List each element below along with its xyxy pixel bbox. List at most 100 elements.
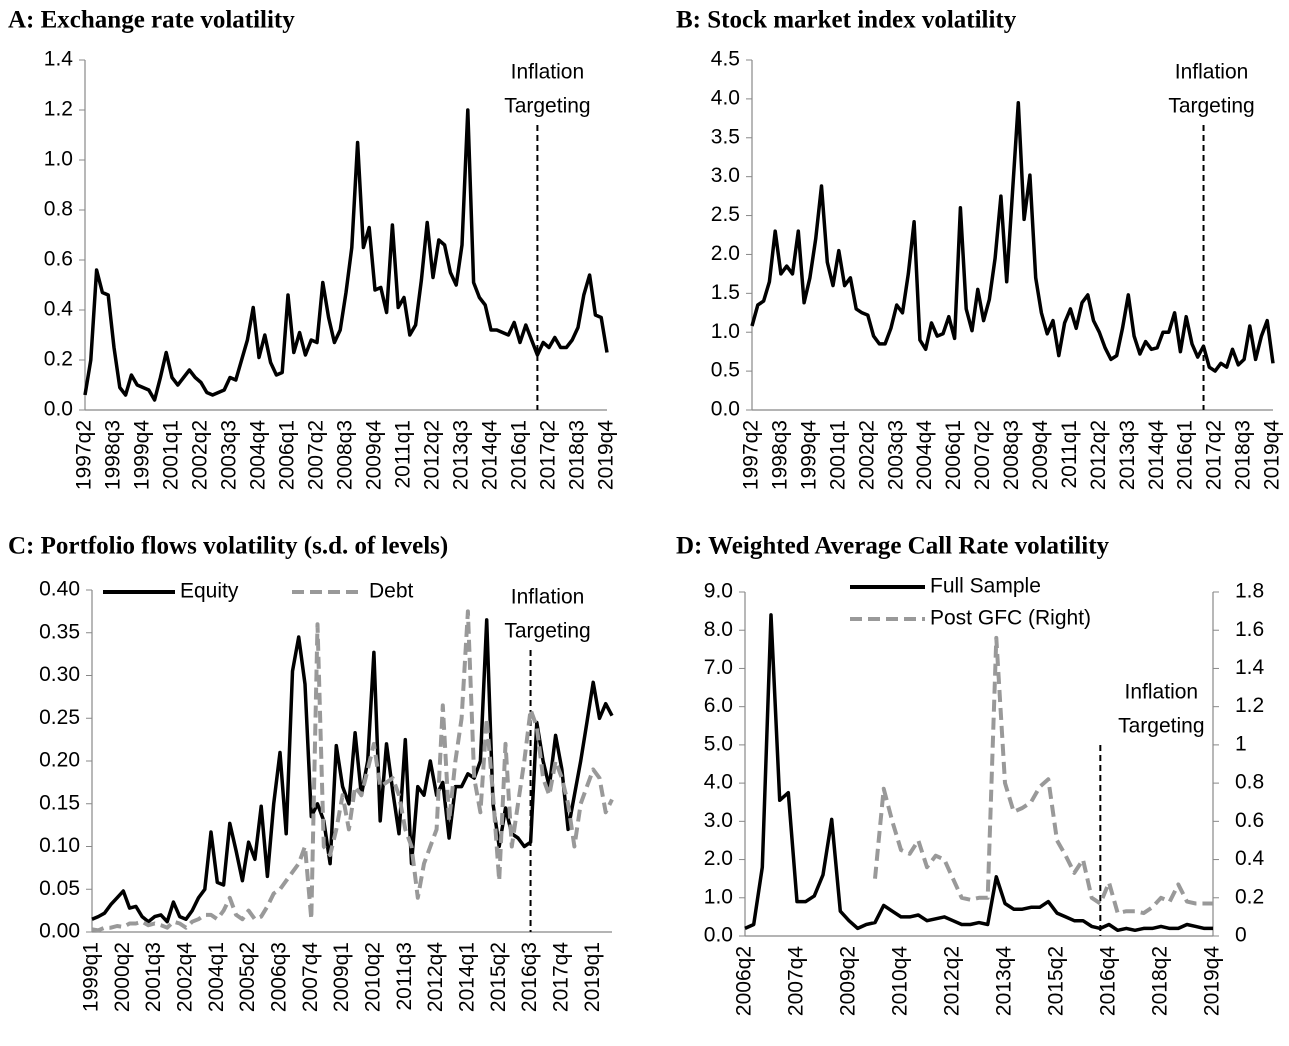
x-tick-label: 2012q2 <box>1087 420 1110 490</box>
x-tick-label: 2007q4 <box>299 942 322 1012</box>
y-tick-label: 0.15 <box>39 791 80 814</box>
y-tick-label: 1.0 <box>711 320 740 343</box>
series-line <box>744 613 1213 933</box>
y-tick-label: 2.5 <box>711 203 740 226</box>
x-tick-label: 2017q2 <box>1203 420 1226 490</box>
x-tick-label: 2011q1 <box>1058 420 1081 489</box>
x-tick-label: 2009q4 <box>1029 420 1052 490</box>
x-tick-label: 2002q2 <box>189 420 212 490</box>
y-tick-label: 4.0 <box>711 86 740 109</box>
y2-tick-label: 1.2 <box>1235 694 1264 717</box>
x-tick-label: 2008q3 <box>334 420 357 490</box>
y2-tick-label: 0.8 <box>1235 771 1264 794</box>
y-tick-label: 0.20 <box>39 749 80 772</box>
y-tick-label: 0.0 <box>704 924 733 947</box>
x-tick-label: 2018q2 <box>1149 946 1172 1016</box>
annotation: Inflation <box>511 586 585 609</box>
x-tick-label: 2008q3 <box>1000 420 1023 490</box>
y-tick-label: 8.0 <box>704 618 733 641</box>
y-tick-label: 5.0 <box>704 732 733 755</box>
x-tick-label: 2003q3 <box>218 420 241 490</box>
y2-tick-label: 0 <box>1235 924 1247 947</box>
x-tick-label: 2016q1 <box>1174 420 1197 490</box>
x-tick-label: 2018q3 <box>1232 420 1255 490</box>
y-tick-label: 0.10 <box>39 834 80 857</box>
x-tick-label: 2009q4 <box>363 420 386 490</box>
x-tick-label: 2007q2 <box>305 420 328 490</box>
x-tick-label: 2019q4 <box>1261 420 1284 490</box>
x-tick-label: 2005q2 <box>236 942 259 1012</box>
annotation: Targeting <box>504 95 590 118</box>
x-tick-label: 2007q4 <box>785 946 808 1016</box>
x-tick-label: 1998q3 <box>102 420 125 490</box>
annotation: Inflation <box>1175 61 1249 84</box>
y-tick-label: 4.5 <box>711 48 740 71</box>
x-tick-label: 2013q3 <box>1116 420 1139 490</box>
x-tick-label: 2004q4 <box>913 420 936 490</box>
series-line <box>873 635 1213 916</box>
x-tick-label: 1999q4 <box>797 420 820 490</box>
legend-label: Full Sample <box>930 575 1041 598</box>
y2-tick-label: 1.8 <box>1235 580 1264 603</box>
x-tick-label: 2019q4 <box>1201 946 1224 1016</box>
x-tick-label: 2011q3 <box>393 942 416 1011</box>
x-tick-label: 2016q3 <box>518 942 541 1012</box>
x-tick-label: 2010q4 <box>889 946 912 1016</box>
x-tick-label: 2017q2 <box>537 420 560 490</box>
series-line <box>750 101 1275 373</box>
x-tick-label: 2006q1 <box>942 420 965 490</box>
x-tick-label: 2006q2 <box>733 946 756 1016</box>
y-tick-label: 0.25 <box>39 706 80 729</box>
x-tick-label: 1999q4 <box>131 420 154 490</box>
x-tick-label: 2014q4 <box>479 420 502 490</box>
x-tick-label: 2001q1 <box>160 420 183 490</box>
legend-label: Post GFC (Right) <box>930 607 1091 630</box>
y-tick-label: 1.5 <box>711 281 740 304</box>
x-tick-label: 2012q2 <box>941 946 964 1016</box>
series-line <box>83 108 609 402</box>
x-tick-label: 2002q4 <box>174 942 197 1012</box>
y-tick-label: 0.0 <box>44 398 73 421</box>
annotation: Targeting <box>504 620 590 643</box>
x-tick-label: 2016q1 <box>508 420 531 490</box>
y2-tick-label: 1.4 <box>1235 656 1265 679</box>
y-tick-label: 0.0 <box>711 398 740 421</box>
y-tick-label: 2.0 <box>711 242 740 265</box>
y-tick-label: 9.0 <box>704 580 733 603</box>
x-tick-label: 2013q3 <box>450 420 473 490</box>
x-tick-label: 2001q1 <box>826 420 849 490</box>
series-line <box>91 618 614 924</box>
x-tick-label: 2009q2 <box>837 946 860 1016</box>
series-line <box>91 609 614 933</box>
panel-title: D: Weighted Average Call Rate volatility <box>676 533 1110 560</box>
x-tick-label: 2003q3 <box>884 420 907 490</box>
x-tick-label: 2007q2 <box>971 420 994 490</box>
y-tick-label: 0.5 <box>711 359 740 382</box>
annotation: Inflation <box>1125 681 1199 704</box>
y-tick-label: 4.0 <box>704 771 733 794</box>
y-tick-label: 6.0 <box>704 694 733 717</box>
y-tick-label: 7.0 <box>704 656 733 679</box>
panel-title: A: Exchange rate volatility <box>8 7 295 34</box>
annotation: Targeting <box>1168 95 1254 118</box>
x-tick-label: 2001q3 <box>142 942 165 1012</box>
x-tick-label: 2009q1 <box>330 942 353 1012</box>
y-tick-label: 0.6 <box>44 248 73 271</box>
x-tick-label: 2000q2 <box>111 942 134 1012</box>
x-tick-label: 2004q4 <box>247 420 270 490</box>
x-tick-label: 2002q2 <box>855 420 878 490</box>
y-tick-label: 0.4 <box>44 298 74 321</box>
x-tick-label: 1999q1 <box>80 942 103 1012</box>
legend-label: Equity <box>180 580 239 603</box>
x-tick-label: 2018q3 <box>566 420 589 490</box>
y2-tick-label: 0.4 <box>1235 847 1265 870</box>
x-tick-label: 2011q1 <box>392 420 415 489</box>
x-tick-label: 2006q1 <box>276 420 299 490</box>
y-tick-label: 3.0 <box>711 164 740 187</box>
x-tick-label: 1998q3 <box>768 420 791 490</box>
y-tick-label: 2.0 <box>704 847 733 870</box>
y-tick-label: 1.2 <box>44 98 73 121</box>
panel-title: B: Stock market index volatility <box>676 7 1017 34</box>
panel-title: C: Portfolio flows volatility (s.d. of l… <box>8 533 448 560</box>
